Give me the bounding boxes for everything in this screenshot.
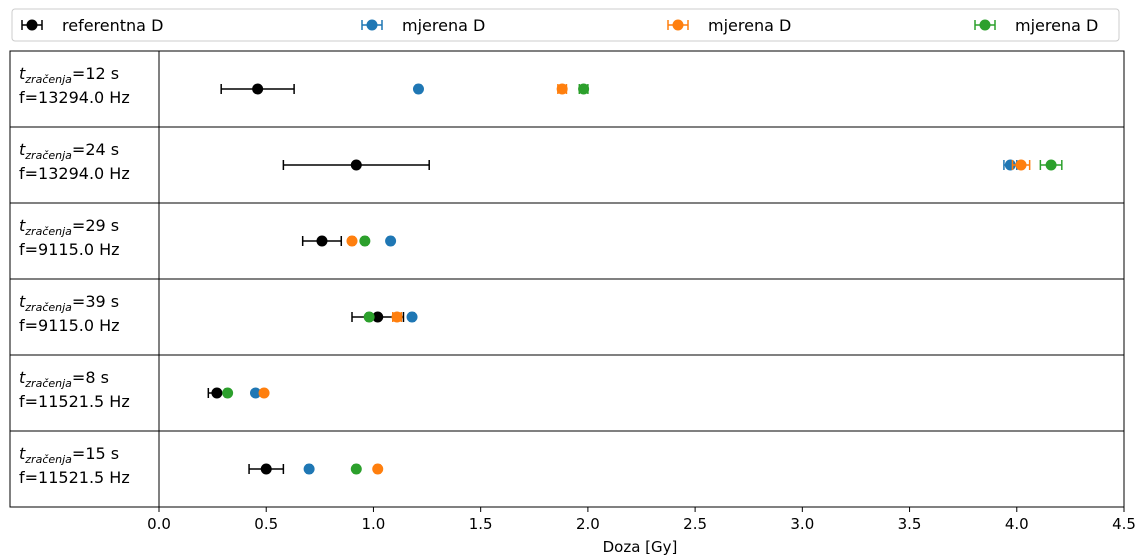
x-tick-label: 4.0 [1005, 515, 1029, 533]
point-marker [222, 387, 234, 399]
row-frequency-label: f=9115.0 Hz [19, 240, 120, 259]
point-marker [350, 463, 362, 475]
row-time-label: tzračenja=12 s [19, 64, 119, 86]
data-point [350, 463, 362, 475]
legend-label: mjerena D [1015, 16, 1098, 35]
x-tick-label: 1.0 [362, 515, 386, 533]
legend-entry: referentna D [21, 16, 163, 35]
data-point [250, 387, 261, 399]
point-marker [258, 387, 270, 399]
data-point [385, 235, 397, 247]
data-point [412, 83, 424, 95]
row-time-label: tzračenja=8 s [19, 368, 109, 390]
point-marker [363, 311, 375, 323]
x-axis: 0.0 0.5 1.0 1.5 2.0 2.5 3.0 3.5 4.0 4.5 [147, 507, 1136, 533]
data-point [359, 235, 371, 247]
point-marker [391, 311, 403, 323]
row-labels: tzračenja=12 s f=13294.0 Hz tzračenja=24 s… [19, 64, 130, 487]
legend-marker [672, 19, 684, 31]
data-point [372, 463, 384, 475]
row-frequency-label: f=13294.0 Hz [19, 164, 130, 183]
legend-label: mjerena D [402, 16, 485, 35]
x-axis-label: Doza [Gy] [603, 538, 678, 556]
x-tick-label: 0.0 [147, 515, 171, 533]
point-marker [350, 159, 362, 171]
data-point [1039, 159, 1063, 171]
legend-label: mjerena D [708, 16, 791, 35]
data-point [222, 387, 234, 399]
legend-box [11, 8, 1120, 42]
point-marker [252, 83, 264, 95]
row-time-label: tzračenja=24 s [19, 140, 119, 162]
x-tick-label: 2.5 [683, 515, 707, 533]
point-marker [412, 83, 424, 95]
point-marker [1045, 159, 1057, 171]
row-plot-cell [158, 50, 1125, 128]
x-tick-label: 0.5 [254, 515, 278, 533]
point-marker [372, 311, 384, 323]
row-frequency-label: f=13294.0 Hz [19, 88, 130, 107]
point-marker [372, 463, 384, 475]
point-marker [359, 235, 371, 247]
data-point [248, 463, 285, 475]
row-plot-cell [158, 430, 1125, 508]
row-time-label: tzračenja=39 s [19, 292, 119, 314]
point-marker [346, 235, 358, 247]
data-point [1011, 159, 1031, 171]
x-tick-label: 4.5 [1112, 515, 1136, 533]
point-marker [316, 235, 328, 247]
point-marker [260, 463, 272, 475]
legend-marker [366, 19, 378, 31]
legend: referentna D mjerena D mjerena D mjerena D [11, 8, 1120, 42]
data-point [346, 235, 358, 247]
x-tick-label: 3.0 [790, 515, 814, 533]
row-panels [9, 50, 1125, 508]
row-time-label: tzračenja=15 s [19, 444, 119, 466]
data-point [258, 387, 270, 399]
data-point [282, 159, 430, 171]
point-marker [250, 387, 261, 399]
data-point [578, 83, 590, 95]
row-plot-cell [158, 354, 1125, 432]
x-tick-label: 2.0 [576, 515, 600, 533]
data-point [391, 311, 403, 323]
legend-marker [979, 19, 991, 31]
data-marks [207, 83, 1063, 475]
row-time-label: tzračenja=29 s [19, 216, 119, 238]
row-frequency-label: f=11521.5 Hz [19, 468, 130, 487]
point-marker [303, 463, 315, 475]
legend-entry: mjerena D [361, 16, 485, 35]
point-marker [578, 83, 590, 95]
point-marker [556, 83, 568, 95]
point-marker [211, 387, 223, 399]
point-marker [1015, 159, 1027, 171]
row-frequency-label: f=9115.0 Hz [19, 316, 120, 335]
row-frequency-label: f=11521.5 Hz [19, 392, 130, 411]
point-marker [406, 311, 418, 323]
x-tick-label: 3.5 [898, 515, 922, 533]
legend-label: referentna D [62, 16, 163, 35]
legend-marker [26, 19, 38, 31]
x-tick-label: 1.5 [469, 515, 493, 533]
data-point [220, 83, 295, 95]
data-point [556, 83, 568, 95]
data-point [363, 311, 375, 323]
point-marker [385, 235, 397, 247]
data-point [303, 463, 315, 475]
data-point [406, 311, 418, 323]
row-plot-cell [158, 278, 1125, 356]
legend-entry: mjerena D [667, 16, 791, 35]
data-point [301, 235, 343, 247]
legend-entry: mjerena D [974, 16, 1098, 35]
